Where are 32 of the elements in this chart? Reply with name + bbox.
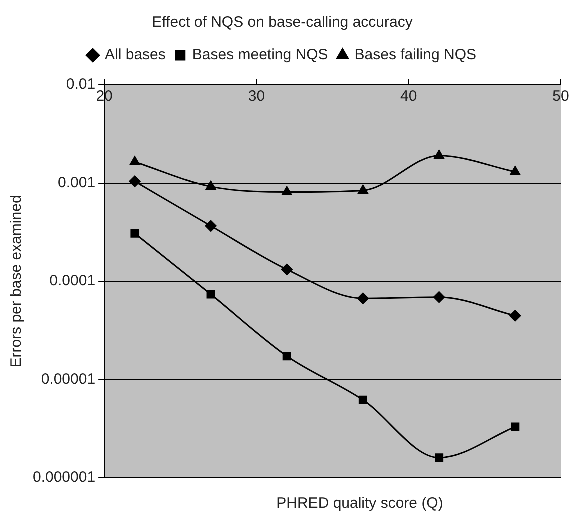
y-tick-label: 0.000001 <box>32 469 96 486</box>
point <box>434 150 444 160</box>
legend-label: All bases <box>105 46 166 64</box>
point <box>130 229 140 238</box>
x-axis-title: PHRED quality score (Q) <box>276 495 444 512</box>
y-tick-label: 0.00001 <box>41 370 96 388</box>
point <box>358 184 368 194</box>
point <box>510 310 522 322</box>
legend-label: Bases failing NQS <box>354 46 477 64</box>
point <box>281 264 293 276</box>
y-tick-label: 0.001 <box>58 174 96 192</box>
point <box>206 181 216 190</box>
y-axis-title: Errors per base examined <box>8 195 26 368</box>
x-tick-label: 40 <box>400 88 418 106</box>
chart-title: Effect of NQS on base-calling accuracy <box>152 14 414 32</box>
point <box>511 422 520 432</box>
point <box>282 186 292 196</box>
point <box>205 220 217 232</box>
x-tick-label: 30 <box>248 88 266 106</box>
y-tick-label: 0.0001 <box>50 272 96 290</box>
y-tick-label: 0.01 <box>66 76 96 94</box>
point <box>510 166 520 176</box>
point <box>282 352 292 361</box>
point <box>358 396 368 404</box>
point <box>435 454 444 462</box>
point <box>129 176 141 188</box>
x-tick-label: 50 <box>552 88 570 106</box>
point <box>206 290 216 299</box>
point <box>130 156 140 166</box>
point <box>357 292 369 304</box>
legend-label: Bases meeting NQS <box>192 46 328 64</box>
point <box>434 292 446 304</box>
